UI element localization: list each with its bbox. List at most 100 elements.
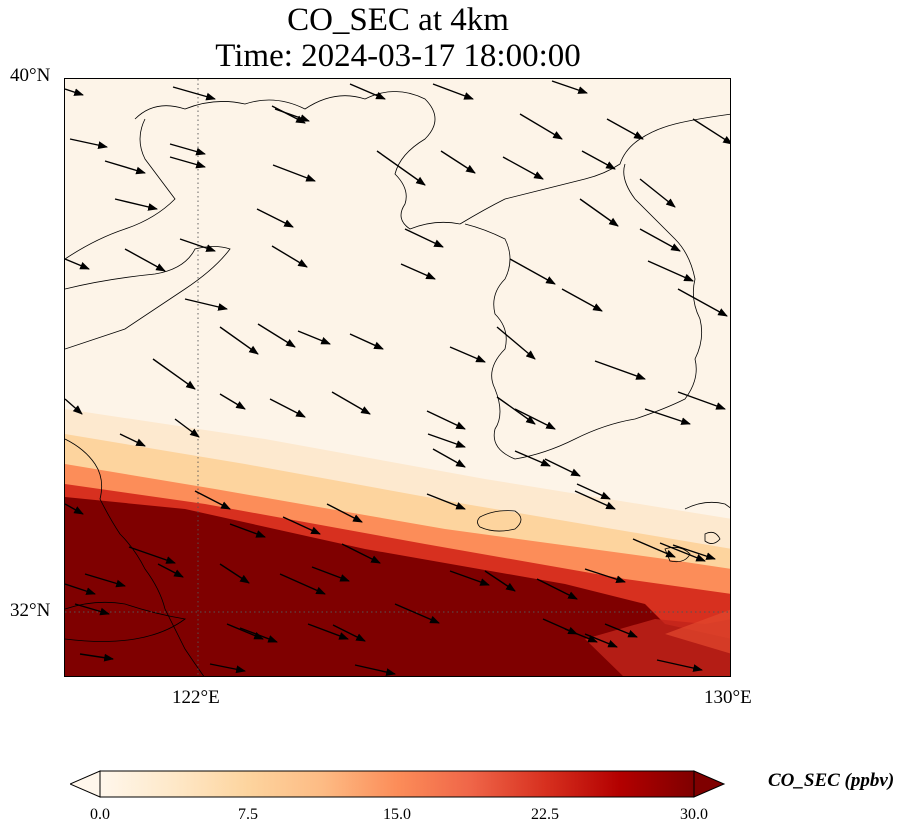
title-line-1: CO_SEC at 4km [287, 2, 509, 38]
coast-japan-islands [664, 531, 721, 563]
co-high-plume [65, 497, 730, 676]
wind-vector-arrow [65, 583, 96, 595]
wind-vector-arrow [432, 448, 466, 468]
wind-vector-arrow [332, 624, 366, 642]
wind-vector-arrow [604, 623, 638, 638]
wind-vector-arrow [239, 627, 278, 643]
wind-vector-arrow [272, 164, 316, 182]
wind-vector-arrow [128, 546, 176, 564]
wind-vector-arrow [271, 245, 308, 268]
wind-vector-arrow [354, 664, 396, 676]
wind-vector-arrow [184, 298, 228, 311]
wind-vector-arrow [400, 263, 436, 280]
coastlines [65, 91, 730, 676]
wind-vector-arrow [644, 408, 691, 425]
wind-vector-arrow [656, 659, 703, 672]
wind-vector-arrow [65, 503, 84, 515]
wind-vector-arrow [427, 433, 466, 448]
wind-vector-arrow [326, 503, 363, 523]
lat-tick-40n: 40°N [10, 65, 51, 86]
wind-vector-arrow [74, 603, 110, 616]
coast-liaodong [134, 91, 461, 230]
coast-china-east [65, 438, 205, 676]
wind-vector-arrow [519, 113, 563, 140]
wind-vector-arrow [509, 258, 556, 285]
wind-vector-arrow [219, 326, 259, 355]
gridlines [65, 79, 730, 676]
wind-vector-arrow [632, 538, 676, 558]
colorbar-tick-1: 7.5 [238, 806, 258, 823]
wind-vector-arrow [677, 391, 726, 410]
coast-yangtze [65, 601, 186, 642]
wind-vector-arrow [174, 418, 200, 438]
colorbar-label: CO_SEC (ppbv) [768, 770, 895, 791]
wind-vector-arrow [282, 516, 321, 535]
wind-vector-arrow [594, 360, 646, 380]
wind-vector-arrow [269, 398, 306, 418]
wind-vector-arrow [449, 570, 490, 586]
coast-bohai [65, 118, 176, 260]
wind-vector-arrow [536, 578, 578, 600]
wind-vector-arrow [514, 408, 556, 430]
wind-vector-arrow [551, 80, 588, 94]
wind-vector-arrow [341, 543, 381, 564]
lon-tick-122e: 122°E [172, 687, 220, 708]
colorbar-tick-0: 0.0 [90, 806, 110, 823]
wind-vector-arrow [271, 105, 306, 124]
wind-vector-arrow [606, 118, 644, 140]
wind-vector-arrow [659, 542, 706, 562]
wind-vector-arrow [169, 156, 206, 169]
wind-vector-arrow [279, 573, 326, 595]
wind-vector-arrow [574, 490, 616, 510]
wind-vector-arrow [639, 228, 681, 252]
wind-vector-arrow [349, 83, 386, 100]
wind-vector-arrow [169, 143, 206, 156]
wind-vector-arrow [564, 628, 598, 643]
colorbar-extend-max [693, 770, 726, 798]
lat-tick-32n: 32°N [10, 600, 51, 621]
coast-kyushu [684, 501, 730, 510]
wind-vector-arrow [152, 358, 196, 390]
wind-vector-arrow [157, 563, 184, 578]
wind-vector-arrow [69, 138, 108, 149]
wind-vector-arrow [677, 288, 728, 317]
wind-vector-arrow [349, 333, 384, 350]
colorbar-tick-4: 30.0 [680, 806, 708, 823]
wind-vector-arrow [394, 603, 440, 624]
wind-vector-arrow [576, 483, 611, 500]
wind-vector-arrow [544, 458, 581, 477]
map-panel [64, 78, 731, 677]
wind-vector-arrow [692, 118, 730, 145]
wind-vector-arrow [426, 493, 466, 510]
co-se-patch2 [665, 609, 730, 654]
wind-vector-arrow [65, 398, 83, 415]
wind-vector-arrow [672, 544, 716, 560]
colorbar-gradient [99, 770, 695, 798]
map-canvas [65, 79, 730, 676]
wind-vector-arrow [297, 330, 331, 345]
coast-north-korea [459, 113, 730, 225]
wind-vector-arrow [426, 410, 466, 430]
wind-vector-arrow [194, 490, 231, 510]
wind-vectors [65, 80, 730, 676]
wind-vector-arrow [104, 160, 146, 175]
wind-vector-arrow [584, 568, 626, 584]
wind-vector-arrow [449, 346, 486, 363]
wind-vector-arrow [256, 208, 294, 228]
wind-vector-arrow [514, 450, 551, 467]
wind-vector-arrow [584, 633, 618, 648]
wind-vector-arrow [172, 86, 216, 101]
coast-korea-west [464, 163, 703, 460]
wind-vector-arrow [647, 260, 694, 282]
wind-vector-arrow [307, 623, 349, 640]
wind-vector-arrow [639, 178, 676, 208]
wind-vector-arrow [257, 323, 296, 348]
map-title: CO_SEC at 4km Time: 2024-03-17 18:00:00 [64, 2, 732, 74]
coast-jeju [477, 510, 522, 532]
wind-vector-arrow [581, 150, 616, 170]
wind-vector-arrow [179, 238, 216, 252]
lon-tick-130e: 130°E [704, 687, 752, 708]
coast-shandong [65, 246, 231, 350]
wind-vector-arrow [229, 523, 266, 538]
wind-vector-arrow [219, 563, 250, 584]
